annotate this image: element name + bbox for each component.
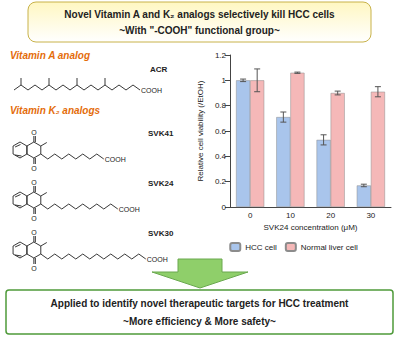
svg-text:SVK41: SVK41: [148, 129, 174, 138]
svg-text:~With "-COOH" functional group: ~With "-COOH" functional group~: [119, 25, 280, 36]
svg-text:30: 30: [366, 211, 375, 220]
svg-text:O: O: [31, 265, 37, 272]
svg-text:O: O: [31, 229, 37, 236]
svg-text:20: 20: [326, 211, 335, 220]
svg-text:SVK24 concentration (μM): SVK24 concentration (μM): [264, 223, 358, 232]
svg-text:0: 0: [248, 211, 253, 220]
svg-text:Relative cell viability (/EtOH: Relative cell viability (/EtOH): [196, 80, 205, 181]
svg-text:Vitamin A analog: Vitamin A analog: [10, 50, 90, 61]
svg-text:~More efficiency & More safety: ~More efficiency & More safety~: [123, 316, 276, 327]
svg-text:COOH: COOH: [141, 87, 162, 94]
svg-text:SVK30: SVK30: [148, 229, 174, 238]
svg-text:0.4: 0.4: [215, 152, 227, 161]
svg-text:O: O: [31, 179, 37, 186]
svg-text:0.8: 0.8: [215, 101, 227, 110]
svg-text:O: O: [31, 129, 37, 136]
svg-text:Applied to identify novel ther: Applied to identify novel therapeutic ta…: [51, 298, 349, 309]
svg-text:COOH: COOH: [119, 206, 140, 213]
svg-text:1.2: 1.2: [215, 51, 227, 60]
svg-text:O: O: [31, 165, 37, 172]
svg-text:COOH: COOH: [105, 156, 126, 163]
svg-text:HCC cell: HCC cell: [245, 243, 277, 252]
svg-text:0.2: 0.2: [215, 177, 227, 186]
svg-text:ACR: ACR: [150, 65, 168, 74]
svg-text:COOH: COOH: [147, 256, 168, 263]
svg-text:O: O: [31, 215, 37, 222]
svg-text:0: 0: [222, 203, 227, 212]
svg-text:Novel Vitamin A and K₂ analogs: Novel Vitamin A and K₂ analogs selective…: [64, 9, 335, 20]
svg-text:1: 1: [222, 76, 227, 85]
svg-text:Normal liver cell: Normal liver cell: [301, 243, 358, 252]
svg-text:10: 10: [286, 211, 295, 220]
svg-text:Vitamin K₂ analogs: Vitamin K₂ analogs: [10, 105, 101, 116]
svg-text:SVK24: SVK24: [148, 179, 174, 188]
svg-text:0.6: 0.6: [215, 127, 227, 136]
